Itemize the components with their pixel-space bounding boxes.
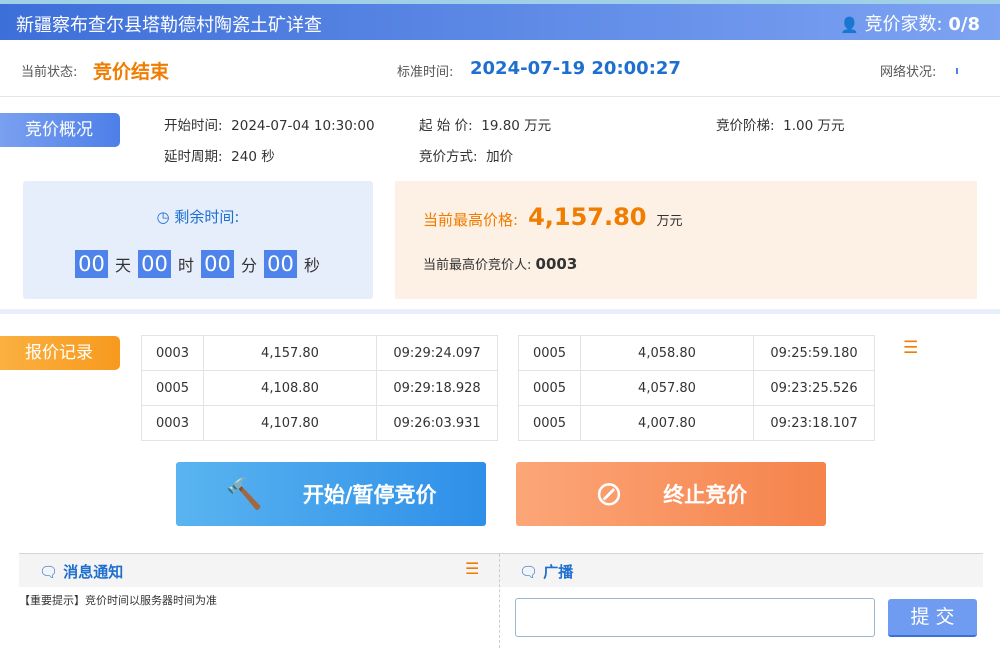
top-strip bbox=[0, 0, 1000, 4]
broadcast-input[interactable] bbox=[515, 598, 875, 637]
cell-time: 09:23:18.107 bbox=[753, 405, 875, 441]
highest-price: 当前最高价格: 4,157.80 万元 bbox=[423, 203, 683, 231]
users-icon: 👤 bbox=[840, 16, 859, 34]
cell-price: 4,058.80 bbox=[580, 335, 754, 371]
cell-price: 4,108.80 bbox=[203, 370, 377, 406]
remaining-time-label: ◷ 剩余时间: bbox=[156, 208, 240, 226]
network-label: 网络状况: bbox=[880, 65, 937, 80]
divider bbox=[0, 309, 1000, 314]
cell-bidder: 0003 bbox=[141, 335, 204, 371]
highest-price-box: 当前最高价格: 4,157.80 万元 当前最高价竞价人: 0003 bbox=[395, 181, 977, 299]
records-table-left: 0003 4,157.80 09:29:24.097 0005 4,108.80 09:2… bbox=[141, 335, 498, 441]
highest-bidder: 当前最高价竞价人: 0003 bbox=[423, 255, 578, 273]
divider bbox=[0, 96, 1000, 97]
notice-list-icon[interactable]: ☰ bbox=[465, 559, 480, 578]
table-row: 0005 4,058.80 09:25:59.180 bbox=[518, 335, 875, 371]
cell-price: 4,057.80 bbox=[580, 370, 754, 406]
countdown: 00 天 00 时 00 分 00 秒 bbox=[23, 250, 373, 278]
chat-icon: 🗨 bbox=[39, 563, 59, 581]
records-tag: 报价记录 bbox=[0, 336, 120, 370]
gavel-icon: 🔨 bbox=[225, 476, 263, 512]
panel-header-bg bbox=[19, 554, 983, 587]
cell-price: 4,107.80 bbox=[203, 405, 377, 441]
table-row: 0003 4,107.80 09:26:03.931 bbox=[141, 405, 498, 441]
notice-item: 【重要提示】竞价时间以服务器时间为准 bbox=[19, 594, 217, 607]
cell-price: 4,157.80 bbox=[203, 335, 377, 371]
start-time: 开始时间: 2024-07-04 10:30:00 bbox=[164, 118, 375, 134]
notice-title: 🗨 消息通知 bbox=[39, 563, 124, 581]
time-label: 标准时间: bbox=[397, 65, 454, 80]
network-indicator bbox=[956, 68, 958, 74]
table-row: 0005 4,057.80 09:23:25.526 bbox=[518, 370, 875, 406]
hours: 00 bbox=[137, 250, 171, 278]
cell-price: 4,007.80 bbox=[580, 405, 754, 441]
page-title: 新疆察布查尔县塔勒德村陶瓷土矿详查 bbox=[16, 15, 322, 36]
status-label: 当前状态: bbox=[21, 65, 78, 80]
submit-button[interactable]: 提 交 bbox=[888, 599, 977, 637]
cell-time: 09:29:24.097 bbox=[376, 335, 498, 371]
cell-time: 09:29:18.928 bbox=[376, 370, 498, 406]
forbidden-icon: ⊘ bbox=[594, 474, 624, 514]
cell-time: 09:26:03.931 bbox=[376, 405, 498, 441]
start-pause-button[interactable]: 🔨 开始/暂停竞价 bbox=[176, 462, 486, 526]
cell-bidder: 0005 bbox=[518, 335, 581, 371]
cell-bidder: 0003 bbox=[141, 405, 204, 441]
bottom-panel: 🗨 消息通知 ☰ 【重要提示】竞价时间以服务器时间为准 🗨 广播 提 交 bbox=[19, 553, 983, 648]
clock-icon: ◷ bbox=[156, 208, 170, 226]
minutes: 00 bbox=[201, 250, 234, 278]
bid-step: 竞价阶梯: 1.00 万元 bbox=[716, 118, 845, 134]
standard-time: 2024-07-19 20:00:27 bbox=[470, 58, 681, 79]
cell-bidder: 0005 bbox=[518, 405, 581, 441]
header: 新疆察布查尔县塔勒德村陶瓷土矿详查 👤 竞价家数: 0/8 bbox=[0, 4, 1000, 40]
chat-icon: 🗨 bbox=[519, 563, 539, 581]
table-row: 0005 4,108.80 09:29:18.928 bbox=[141, 370, 498, 406]
table-row: 0005 4,007.80 09:23:18.107 bbox=[518, 405, 875, 441]
records-table-right: 0005 4,058.80 09:25:59.180 0005 4,057.80 09:2… bbox=[518, 335, 875, 441]
records-list-icon[interactable]: ☰ bbox=[903, 338, 919, 358]
days: 00 bbox=[74, 250, 108, 278]
table-row: 0003 4,157.80 09:29:24.097 bbox=[141, 335, 498, 371]
delay-period: 延时周期: 240 秒 bbox=[164, 149, 275, 165]
bid-mode: 竞价方式: 加价 bbox=[419, 149, 514, 165]
cell-time: 09:25:59.180 bbox=[753, 335, 875, 371]
start-price: 起 始 价: 19.80 万元 bbox=[419, 118, 552, 134]
seconds: 00 bbox=[264, 250, 298, 278]
countdown-box: ◷ 剩余时间: 00 天 00 时 00 分 00 秒 bbox=[23, 181, 373, 299]
cell-time: 09:23:25.526 bbox=[753, 370, 875, 406]
cell-bidder: 0005 bbox=[518, 370, 581, 406]
stop-button[interactable]: ⊘ 终止竞价 bbox=[516, 462, 826, 526]
cell-bidder: 0005 bbox=[141, 370, 204, 406]
broadcast-title: 🗨 广播 bbox=[519, 563, 574, 581]
status-value: 竞价结束 bbox=[93, 61, 170, 83]
overview-tag: 竞价概况 bbox=[0, 113, 120, 147]
panel-divider bbox=[499, 554, 500, 648]
bidders-count: 👤 竞价家数: 0/8 bbox=[840, 14, 980, 35]
